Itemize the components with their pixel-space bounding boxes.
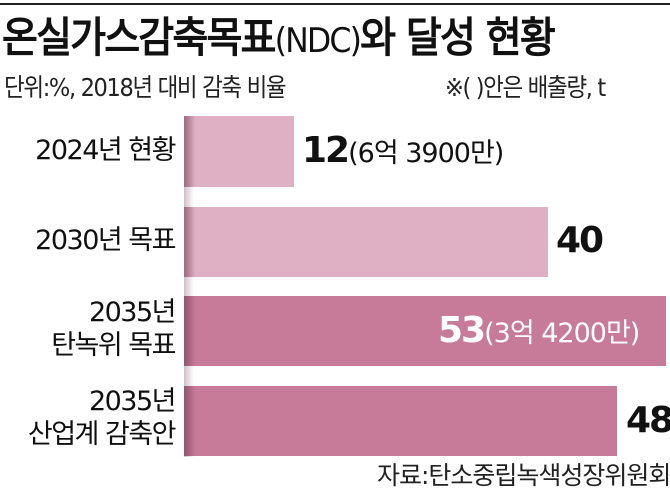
value-label-2035-industry: 48 [626,400,670,441]
title-main: 온실가스감축목표 [2,13,276,62]
bar-2024-current [184,116,294,187]
value-label-2030: 40 [556,220,604,261]
unit-label: 단위:%, 2018년 대비 감축 비율 [4,73,287,102]
category-label-2030: 2030년 목표 [35,225,176,256]
chart-title: 온실가스감축목표(NDC)와 달성 현황 [2,12,556,67]
bar-2035-industry-proposal [184,386,617,456]
category-label-2035-cnc: 2035년 탄녹위 목표 [51,297,176,361]
bar-2030-target [184,207,548,277]
category-label-2035-industry: 2035년 산업계 감축안 [27,386,177,450]
axis-shadow [184,116,194,457]
emission-note: ※( )안은 배출량, t [445,73,606,102]
value-label-2035-cnc: 53(3억 4200만) [438,310,640,351]
bar-2035-cnc-target [184,296,666,366]
source-label: 자료:탄소중립녹색성장위원회 [377,461,670,490]
title-tail: 와 달성 현황 [360,13,556,62]
title-ndc: (NDC) [274,21,362,61]
top-rule [0,3,670,5]
value-label-2024: 12(6억 3900만) [302,130,504,171]
category-label-2024: 2024년 현황 [35,135,176,166]
